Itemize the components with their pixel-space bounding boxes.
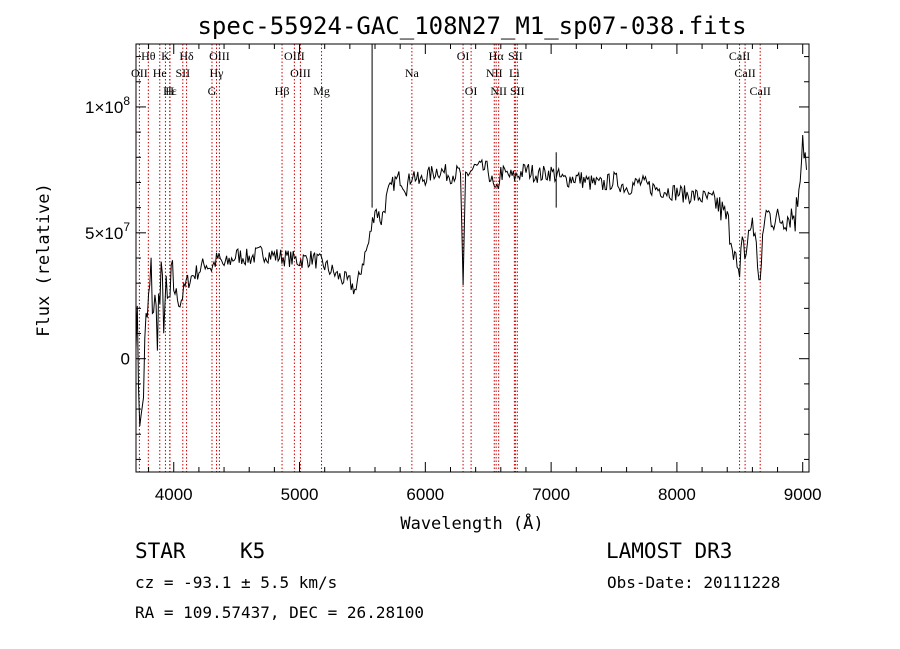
spectral-line-label: K: [161, 49, 170, 63]
spectral-line-label: OIII: [284, 49, 305, 63]
spectral-line-label: NII: [490, 84, 507, 98]
x-axis-label: Wavelength (Å): [400, 512, 543, 534]
redshift-text: cz = -93.1 ± 5.5 km/s: [135, 573, 338, 592]
y-tick-label: 0: [121, 350, 130, 369]
spectral-line-label: Hδ: [179, 49, 194, 63]
spectral-line-label: Hα: [489, 49, 505, 63]
x-tick-label: 8000: [658, 485, 696, 504]
x-tick-label: 4000: [155, 485, 193, 504]
spectral-line-label: OI: [457, 49, 470, 63]
spectral-line-label: G: [208, 84, 217, 98]
spectral-line-label: OIII: [209, 49, 230, 63]
spectral-line-label: Mg: [313, 84, 330, 98]
spectral-line-label: Li: [509, 66, 520, 80]
spectral-line-label: CaII: [729, 49, 750, 63]
spectral-line-label: SII: [510, 84, 525, 98]
spectrum-line: [135, 44, 807, 427]
chart-title: spec-55924-GAC_108N27_M1_sp07-038.fits: [197, 12, 746, 40]
axis-ticks: [136, 44, 809, 472]
spectral-line-label: SII: [175, 66, 190, 80]
spectral-line-label: H: [165, 84, 174, 98]
spectral-line-label: OII: [131, 66, 148, 80]
x-tick-label: 7000: [532, 485, 570, 504]
survey-name: LAMOST DR3: [606, 539, 733, 563]
spectral-line-label: OIII: [290, 66, 311, 80]
y-axis-label: Flux (relative): [34, 183, 54, 337]
spectral-line-label: NII: [486, 66, 503, 80]
spectral-line-label: OI: [465, 84, 478, 98]
obs-date: Obs-Date: 20111228: [607, 573, 781, 592]
spectral-line-label: Hγ: [210, 66, 225, 80]
spectral-line-label: Hθ: [141, 49, 156, 63]
y-tick-label: 5×107: [85, 220, 130, 243]
spectral-line-label: Hβ: [275, 84, 290, 98]
spectrum-chart: spec-55924-GAC_108N27_M1_sp07-038.fits H…: [34, 12, 822, 534]
spectral-line-label: CaII: [734, 66, 755, 80]
x-tick-label: 6000: [406, 485, 444, 504]
y-tick-label: 1×108: [85, 94, 130, 117]
x-tick-labels: 4000 5000 6000 7000 8000 9000: [155, 485, 822, 504]
spectral-line-markers: [138, 44, 761, 472]
spectral-line-label: SII: [508, 49, 523, 63]
spectral-line-label: CaII: [750, 84, 771, 98]
plot-frame: [135, 43, 810, 473]
y-tick-labels: 0 5×107 1×108: [85, 94, 130, 369]
spectral-line-label: Na: [405, 66, 420, 80]
spectral-line-label: Hε: [163, 84, 177, 98]
object-class: STAR: [135, 539, 186, 563]
spectral-line-label: He: [153, 66, 167, 80]
coordinates: RA = 109.57437, DEC = 26.28100: [135, 603, 424, 622]
x-tick-label: 9000: [784, 485, 822, 504]
x-tick-label: 5000: [281, 485, 319, 504]
object-subclass: K5: [240, 539, 266, 563]
